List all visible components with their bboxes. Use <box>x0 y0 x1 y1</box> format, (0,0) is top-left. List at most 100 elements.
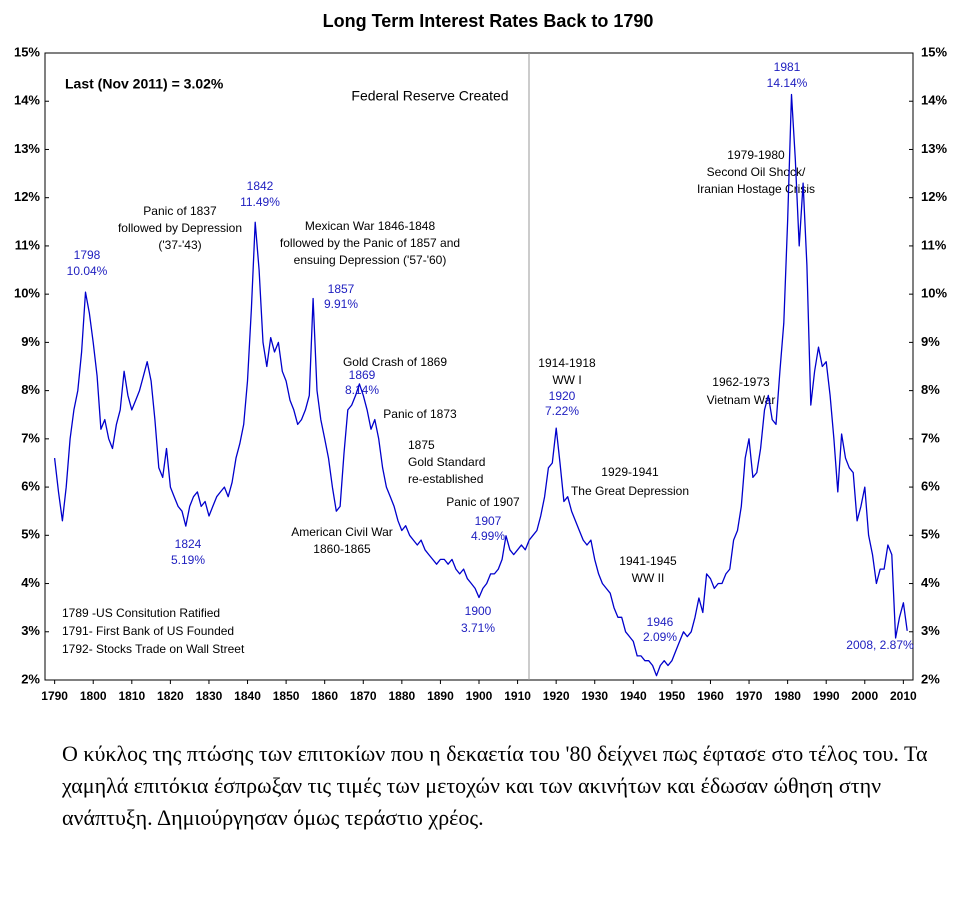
annotation: 1869 <box>349 368 376 382</box>
x-tick-label: 1870 <box>350 689 377 703</box>
x-tick-label: 1950 <box>659 689 686 703</box>
annotation: 1798 <box>74 248 101 262</box>
y-tick-label: 3% <box>21 623 40 638</box>
annotation: Second Oil Shock/ <box>707 165 806 179</box>
y-tick-label: 4% <box>21 575 40 590</box>
y-tick-label: 2% <box>21 671 40 686</box>
annotation: 1981 <box>774 60 801 74</box>
y-tick-label: 7% <box>21 430 40 445</box>
x-tick-label: 1980 <box>774 689 801 703</box>
annotation: ('37-'43) <box>158 238 201 252</box>
annotation: 5.19% <box>171 553 205 567</box>
annotation: 1860-1865 <box>313 542 371 556</box>
y-tick-label: 9% <box>21 334 40 349</box>
y-tick-label: 10% <box>14 286 40 301</box>
x-tick-label: 1810 <box>118 689 145 703</box>
annotation: Iranian Hostage Crisis <box>697 182 815 196</box>
annotation: 3.71% <box>461 621 495 635</box>
annotation: 9.91% <box>324 297 358 311</box>
y2-tick-label: 8% <box>921 382 940 397</box>
y-tick-label: 14% <box>14 93 40 108</box>
annotation: Vietnam War <box>707 393 776 407</box>
annotation: 1946 <box>647 615 674 629</box>
y-tick-label: 15% <box>14 44 40 59</box>
chart-title: Long Term Interest Rates Back to 1790 <box>323 11 654 31</box>
x-tick-label: 2000 <box>851 689 878 703</box>
y-tick-label: 13% <box>14 141 40 156</box>
annotation: 1920 <box>549 389 576 403</box>
x-tick-label: 1860 <box>311 689 338 703</box>
x-tick-label: 1910 <box>504 689 531 703</box>
annotation: 1842 <box>247 179 274 193</box>
annotation: 1875 <box>408 438 435 452</box>
annotation: Gold Standard <box>408 455 485 469</box>
annotation: Gold Crash of 1869 <box>343 355 447 369</box>
annotation: 4.99% <box>471 529 505 543</box>
y2-tick-label: 3% <box>921 623 940 638</box>
annotation: 1900 <box>465 604 492 618</box>
annotation: WW II <box>632 571 665 585</box>
y2-tick-label: 11% <box>921 237 947 252</box>
y-tick-label: 8% <box>21 382 40 397</box>
annotation: 2008, 2.87% <box>846 638 914 652</box>
annotation: 2.09% <box>643 630 677 644</box>
x-tick-label: 1940 <box>620 689 647 703</box>
x-tick-label: 1840 <box>234 689 261 703</box>
annotation: Federal Reserve Created <box>351 88 508 104</box>
y-tick-label: 5% <box>21 527 40 542</box>
annotation: 1789 -US Consitution Ratified <box>62 606 220 620</box>
annotation: followed by Depression <box>118 221 242 235</box>
annotation: The Great Depression <box>571 484 689 498</box>
x-tick-label: 1880 <box>388 689 415 703</box>
y2-tick-label: 6% <box>921 479 940 494</box>
annotation: 1979-1980 <box>727 148 785 162</box>
y2-tick-label: 7% <box>921 430 940 445</box>
annotation: ensuing Depression ('57-'60) <box>294 253 447 267</box>
x-tick-label: 1960 <box>697 689 724 703</box>
chart: Long Term Interest Rates Back to 1790 La… <box>14 11 947 703</box>
x-tick-label: 1850 <box>273 689 300 703</box>
annotation: American Civil War <box>291 525 393 539</box>
annotation: followed by the Panic of 1857 and <box>280 236 460 250</box>
x-tick-label: 1790 <box>41 689 68 703</box>
annotations: Last (Nov 2011) = 3.02% Federal Reserve … <box>62 60 914 656</box>
annotation: 10.04% <box>67 264 108 278</box>
annotation: Panic of 1837 <box>143 204 217 218</box>
x-tick-label: 2010 <box>890 689 917 703</box>
y-tick-label: 11% <box>15 237 41 252</box>
y2-tick-label: 4% <box>921 575 940 590</box>
annotation: 1962-1973 <box>712 375 770 389</box>
annotation: 1941-1945 <box>619 554 677 568</box>
annotation: 1929-1941 <box>601 465 659 479</box>
annotation: 11.49% <box>240 195 280 209</box>
annotation: re-established <box>408 472 483 486</box>
y-tick-label: 12% <box>14 189 40 204</box>
annotation: Mexican War 1846-1848 <box>305 219 436 233</box>
annotation: Panic of 1873 <box>383 407 457 421</box>
annotation: 14.14% <box>767 76 808 90</box>
y2-tick-label: 2% <box>921 671 940 686</box>
annotation: 1791- First Bank of US Founded <box>62 624 234 638</box>
x-tick-label: 1820 <box>157 689 184 703</box>
x-tick-label: 1900 <box>466 689 493 703</box>
caption: Ο κύκλος της πτώσης των επιτοκίων που η … <box>62 741 928 830</box>
annotation: 1824 <box>175 537 202 551</box>
y2-tick-label: 14% <box>921 93 947 108</box>
annotation: Panic of 1907 <box>446 495 520 509</box>
x-tick-label: 1930 <box>581 689 608 703</box>
annotation: 1857 <box>328 282 355 296</box>
y2-tick-label: 10% <box>921 286 947 301</box>
annotation: WW I <box>552 373 581 387</box>
x-tick-label: 1800 <box>80 689 107 703</box>
rate-line <box>53 93 908 677</box>
y2-tick-label: 13% <box>921 141 947 156</box>
plot-frame <box>44 52 914 681</box>
x-tick-label: 1970 <box>736 689 763 703</box>
y2-tick-label: 5% <box>921 527 940 542</box>
annotation: 7.22% <box>545 404 579 418</box>
y-tick-label: 6% <box>21 479 40 494</box>
x-tick-label: 1830 <box>196 689 223 703</box>
x-tick-label: 1990 <box>813 689 840 703</box>
y2-tick-label: 15% <box>921 44 947 59</box>
